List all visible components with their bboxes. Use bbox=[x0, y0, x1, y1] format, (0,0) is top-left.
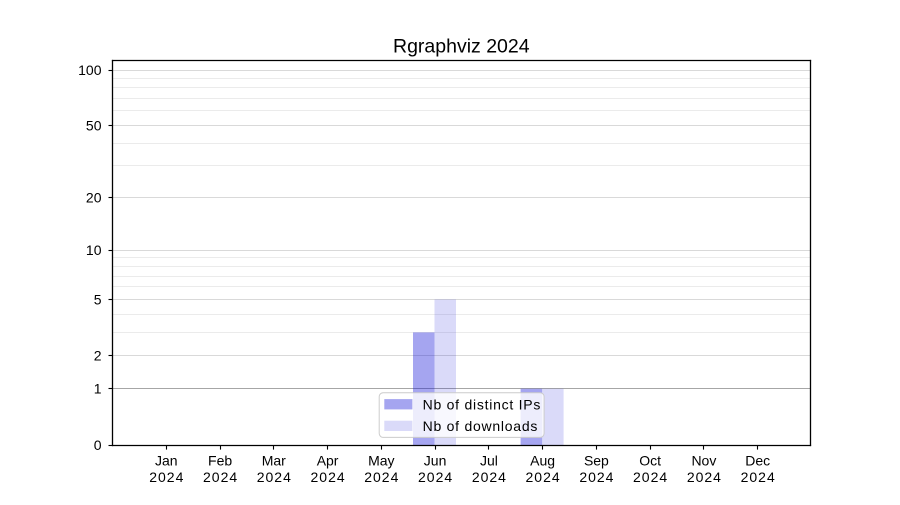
svg-text:2024: 2024 bbox=[579, 469, 614, 485]
svg-text:2024: 2024 bbox=[203, 469, 238, 485]
svg-text:Oct: Oct bbox=[639, 453, 661, 469]
svg-text:Dec: Dec bbox=[745, 453, 770, 469]
svg-text:10: 10 bbox=[86, 242, 102, 258]
svg-text:1: 1 bbox=[94, 381, 102, 397]
svg-text:0: 0 bbox=[94, 437, 102, 453]
svg-text:Jul: Jul bbox=[480, 453, 498, 469]
svg-text:5: 5 bbox=[94, 291, 102, 307]
svg-text:Jan: Jan bbox=[155, 453, 178, 469]
svg-text:Mar: Mar bbox=[262, 453, 286, 469]
svg-text:Sep: Sep bbox=[584, 453, 609, 469]
svg-text:2024: 2024 bbox=[741, 469, 776, 485]
svg-text:2024: 2024 bbox=[364, 469, 399, 485]
svg-text:Apr: Apr bbox=[317, 453, 339, 469]
svg-text:May: May bbox=[368, 453, 394, 469]
svg-text:Nb of distinct IPs: Nb of distinct IPs bbox=[423, 397, 542, 413]
svg-text:Nov: Nov bbox=[691, 453, 716, 469]
svg-text:Aug: Aug bbox=[530, 453, 555, 469]
svg-text:100: 100 bbox=[78, 62, 102, 78]
svg-text:Feb: Feb bbox=[208, 453, 232, 469]
svg-text:2024: 2024 bbox=[418, 469, 453, 485]
svg-text:2024: 2024 bbox=[526, 469, 561, 485]
svg-text:Jun: Jun bbox=[424, 453, 447, 469]
svg-text:2: 2 bbox=[94, 348, 102, 364]
svg-text:20: 20 bbox=[86, 190, 102, 206]
svg-text:2024: 2024 bbox=[311, 469, 346, 485]
svg-text:Nb of downloads: Nb of downloads bbox=[423, 418, 539, 434]
svg-text:2024: 2024 bbox=[687, 469, 722, 485]
svg-text:2024: 2024 bbox=[257, 469, 292, 485]
svg-text:2024: 2024 bbox=[472, 469, 507, 485]
svg-text:50: 50 bbox=[86, 117, 102, 133]
svg-text:2024: 2024 bbox=[149, 469, 184, 485]
svg-text:Rgraphviz 2024: Rgraphviz 2024 bbox=[393, 36, 530, 58]
svg-text:2024: 2024 bbox=[633, 469, 668, 485]
